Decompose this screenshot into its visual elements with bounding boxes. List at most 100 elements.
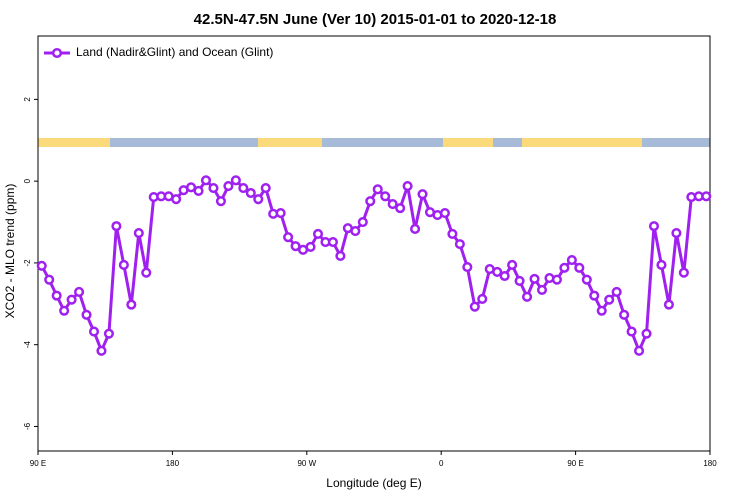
data-point xyxy=(611,286,622,298)
data-point xyxy=(290,241,301,252)
data-point xyxy=(410,223,421,235)
data-point xyxy=(186,182,197,193)
data-point xyxy=(230,175,241,186)
data-point xyxy=(111,221,122,232)
data-point xyxy=(387,198,398,210)
data-point xyxy=(96,345,107,356)
x-tick-label: 0 xyxy=(439,459,444,468)
data-point xyxy=(701,191,712,202)
data-point xyxy=(208,183,219,194)
data-point xyxy=(641,328,652,339)
land-ocean-band xyxy=(38,138,710,147)
data-point xyxy=(253,194,264,205)
data-point xyxy=(103,328,114,339)
data-point xyxy=(380,191,391,202)
data-point xyxy=(372,184,383,195)
data-point xyxy=(126,299,137,310)
data-point xyxy=(469,301,480,312)
data-point xyxy=(215,196,226,207)
land-band xyxy=(443,138,493,147)
data-point xyxy=(499,270,510,282)
data-point xyxy=(596,305,607,316)
data-point xyxy=(238,183,249,194)
data-point xyxy=(566,255,577,266)
x-tick-label: 180 xyxy=(166,459,180,468)
data-point xyxy=(551,274,562,285)
data-point xyxy=(350,225,361,237)
land-band xyxy=(522,138,642,147)
data-point xyxy=(439,207,450,219)
data-point xyxy=(283,232,294,243)
x-tick-label: 90 E xyxy=(567,459,583,468)
data-point xyxy=(81,309,92,320)
data-point xyxy=(417,189,428,200)
y-tick-label: 0 xyxy=(23,178,32,183)
data-point xyxy=(447,228,458,239)
legend-marker xyxy=(51,47,63,59)
x-tick-label: 90 W xyxy=(297,459,316,468)
data-point xyxy=(514,275,525,286)
data-point xyxy=(402,181,413,192)
data-point xyxy=(327,237,338,248)
data-point xyxy=(141,267,152,278)
y-tick-label: -4 xyxy=(23,341,32,349)
x-tick-label: 90 E xyxy=(30,459,46,468)
data-point xyxy=(507,259,518,271)
data-point xyxy=(275,207,286,219)
data-point xyxy=(74,286,85,298)
data-point xyxy=(36,260,47,271)
data-point xyxy=(193,185,204,197)
data-point xyxy=(522,291,533,302)
data-point xyxy=(634,345,645,356)
series-line xyxy=(40,177,707,355)
x-axis-label: Longitude (deg E) xyxy=(326,476,421,490)
data-point xyxy=(589,290,600,301)
data-point xyxy=(581,274,592,285)
y-tick-label: 2 xyxy=(23,97,32,102)
data-point xyxy=(223,181,234,192)
data-point xyxy=(88,326,100,337)
data-point xyxy=(477,293,488,304)
land-band xyxy=(38,138,110,147)
data-point xyxy=(678,267,689,278)
data-point xyxy=(559,262,570,273)
data-point xyxy=(171,194,182,205)
data-point xyxy=(663,299,674,310)
data-point xyxy=(44,274,55,285)
data-point xyxy=(574,262,585,273)
data-point xyxy=(118,259,129,271)
data-point xyxy=(245,187,256,199)
data-point xyxy=(365,196,376,207)
plot-frame xyxy=(37,35,711,452)
data-point xyxy=(305,241,316,253)
y-tick-label: -2 xyxy=(23,259,32,267)
data-point xyxy=(462,261,473,273)
data-point xyxy=(454,239,465,250)
data-point xyxy=(335,250,346,262)
data-point xyxy=(66,294,77,305)
data-point xyxy=(59,305,70,316)
data-point xyxy=(604,294,615,305)
data-point xyxy=(260,183,271,194)
data-point xyxy=(536,284,548,295)
data-point xyxy=(312,228,324,239)
data-point xyxy=(626,326,637,337)
y-tick-label: -6 xyxy=(23,422,32,430)
x-tick-label: 180 xyxy=(703,459,717,468)
data-point xyxy=(529,273,540,284)
chart-title: 42.5N-47.5N June (Ver 10) 2015-01-01 to … xyxy=(194,11,557,28)
data-point xyxy=(671,228,682,239)
data-point xyxy=(133,228,144,239)
data-point xyxy=(492,266,503,277)
data-point xyxy=(200,175,212,186)
data-point xyxy=(357,216,368,228)
data-point xyxy=(656,259,667,271)
data-point xyxy=(51,290,62,301)
data-point xyxy=(395,203,406,214)
land-band xyxy=(258,138,322,147)
data-point xyxy=(619,309,630,320)
data-point xyxy=(648,221,660,232)
ocean-band xyxy=(38,138,710,147)
y-axis-label: XCO2 - MLO trend (ppm) xyxy=(3,184,17,319)
